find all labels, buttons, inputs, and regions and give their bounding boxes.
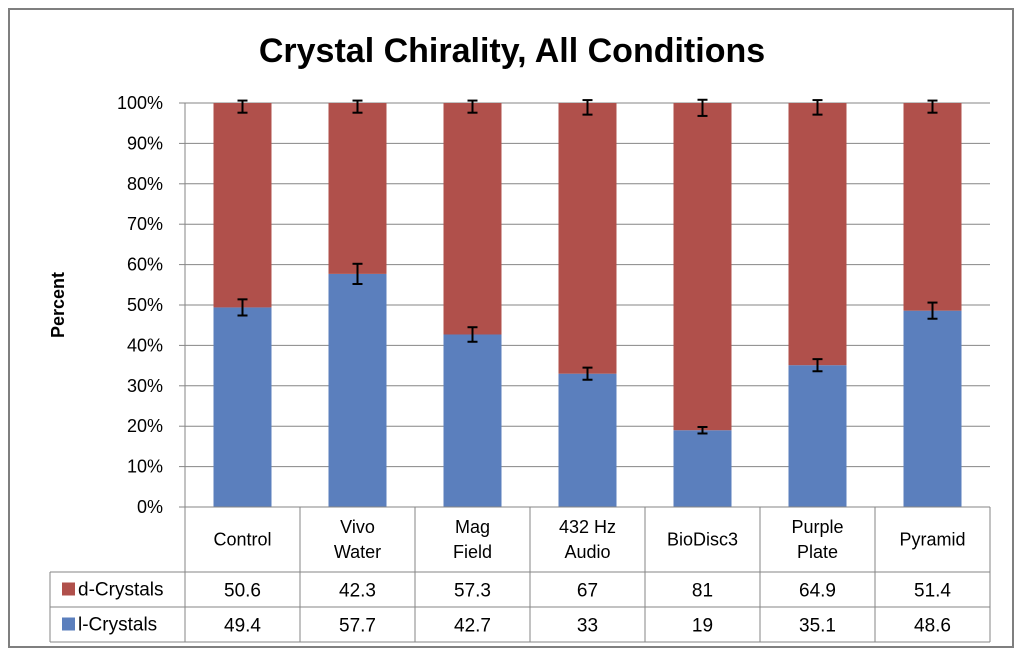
category-label: Water xyxy=(334,542,381,562)
data-label: 64.9 xyxy=(799,581,836,602)
y-tick-label: 50% xyxy=(127,295,163,315)
data-table: Control Vivo Water Mag Field 432 Hz Audio BioDi… xyxy=(49,506,991,643)
category-label: Mag xyxy=(455,517,490,537)
bar-d-crystals xyxy=(443,103,502,335)
bar-l-crystals xyxy=(443,334,502,507)
data-label: 42.7 xyxy=(454,616,491,637)
legend-swatch xyxy=(62,617,75,631)
legend-label: l-Crystals xyxy=(78,615,157,636)
data-label: 57.3 xyxy=(454,581,491,602)
bar-d-crystals xyxy=(213,103,272,308)
chart-title: Crystal Chirality, All Conditions xyxy=(259,32,765,70)
data-label: 81 xyxy=(692,581,713,602)
y-tick-label: 90% xyxy=(127,133,163,153)
y-tick-label: 0% xyxy=(137,497,163,517)
legend-swatch xyxy=(62,582,75,596)
data-label: 48.6 xyxy=(914,616,951,637)
bar-d-crystals xyxy=(903,103,962,311)
y-tick-label: 80% xyxy=(127,174,163,194)
bar-l-crystals xyxy=(788,365,847,507)
bar-d-crystals xyxy=(673,103,732,431)
y-tick-label: 40% xyxy=(127,335,163,355)
bar-l-crystals xyxy=(673,430,732,507)
bar-l-crystals xyxy=(213,307,272,507)
data-label: 57.7 xyxy=(339,616,376,637)
data-label: 42.3 xyxy=(339,581,376,602)
data-label: 67 xyxy=(577,581,598,602)
bar-l-crystals xyxy=(558,373,617,507)
category-label: Audio xyxy=(564,542,610,562)
y-tick-label: 10% xyxy=(127,457,163,477)
bar-d-crystals xyxy=(328,103,387,274)
data-label: 19 xyxy=(692,616,713,637)
category-label: Purple xyxy=(791,517,843,537)
category-label: Pyramid xyxy=(899,530,965,550)
category-label: Plate xyxy=(797,542,838,562)
y-axis-label: Percent xyxy=(48,272,68,338)
data-label: 51.4 xyxy=(914,581,951,602)
y-tick-label: 30% xyxy=(127,376,163,396)
y-tick-label: 100% xyxy=(117,93,163,113)
y-tick-label: 60% xyxy=(127,255,163,275)
data-label: 50.6 xyxy=(224,581,261,602)
category-label: Field xyxy=(453,542,492,562)
legend-label: d-Crystals xyxy=(78,580,164,601)
data-label: 33 xyxy=(577,616,598,637)
data-label: 49.4 xyxy=(224,616,261,637)
category-label: Control xyxy=(213,530,271,550)
bars xyxy=(213,98,962,507)
y-tick-label: 70% xyxy=(127,214,163,234)
category-label: 432 Hz xyxy=(559,517,616,537)
data-label: 35.1 xyxy=(799,616,836,637)
bar-l-crystals xyxy=(328,273,387,507)
bar-d-crystals xyxy=(788,103,847,366)
category-label: Vivo xyxy=(340,517,375,537)
y-tick-label: 20% xyxy=(127,416,163,436)
bar-l-crystals xyxy=(903,310,962,507)
bar-d-crystals xyxy=(558,103,617,374)
category-label: BioDisc3 xyxy=(667,530,738,550)
axes: 0% 10% 20% 30% 40% 50% 60% 70% 80% 90% 100% xyxy=(117,93,186,517)
